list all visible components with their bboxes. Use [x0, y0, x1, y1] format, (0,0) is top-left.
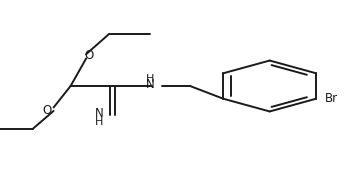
Text: Br: Br	[325, 92, 338, 105]
Text: H: H	[95, 117, 104, 127]
Text: N: N	[95, 107, 104, 120]
Text: H: H	[146, 74, 155, 84]
Text: O: O	[42, 104, 52, 117]
Text: O: O	[84, 49, 94, 62]
Text: N: N	[146, 78, 155, 91]
